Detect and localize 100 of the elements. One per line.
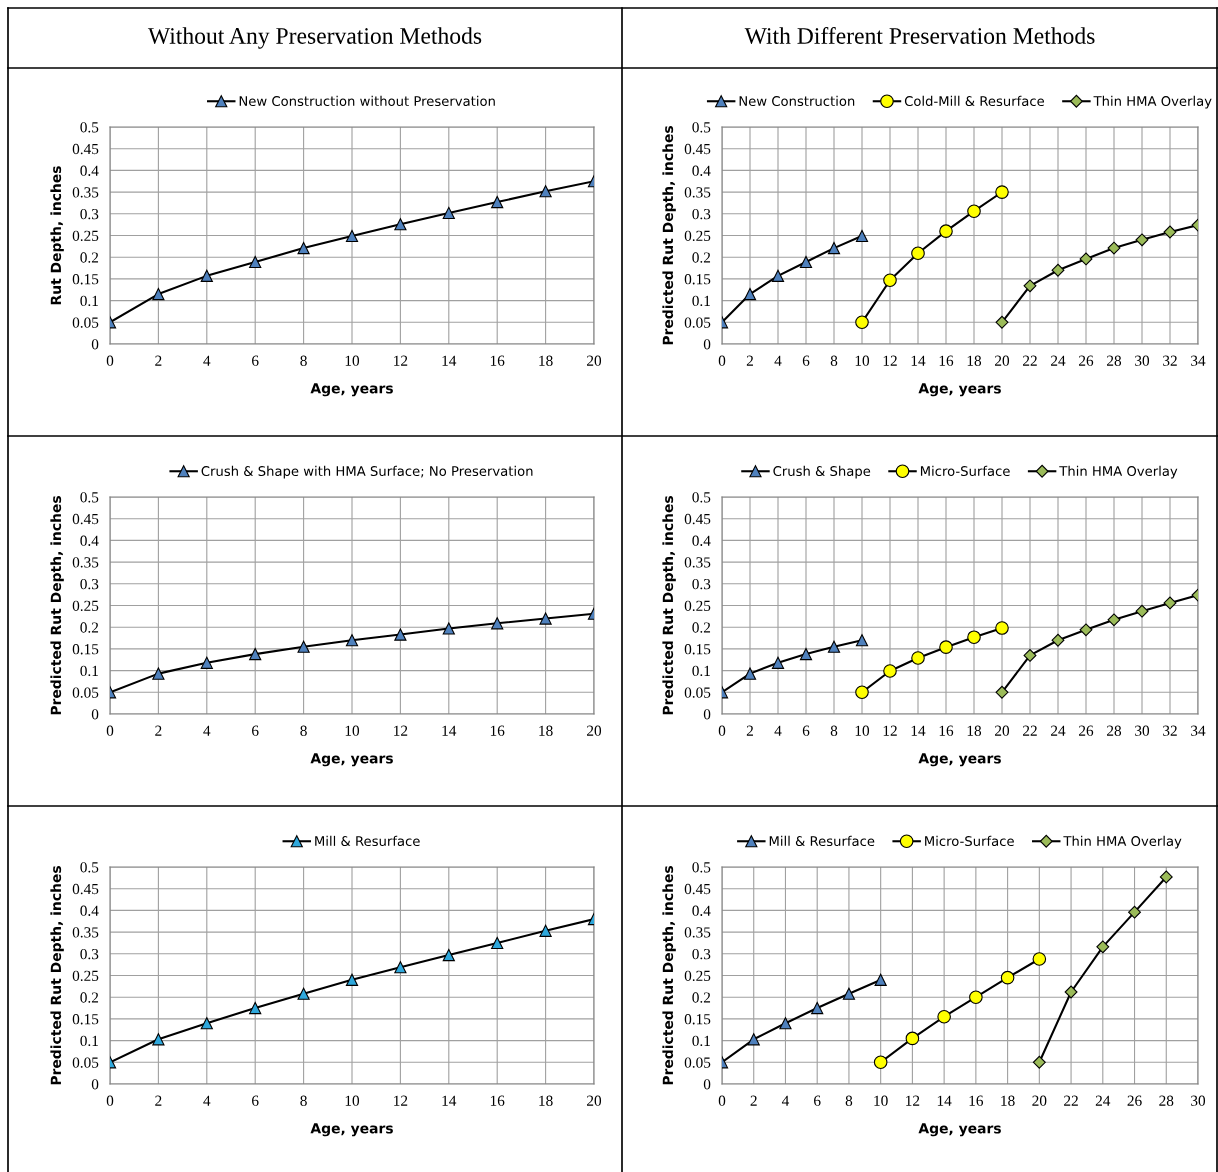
x-tick-label: 28 (1107, 725, 1122, 736)
legend-label: Micro-Surface (925, 835, 1014, 847)
point (743, 287, 757, 301)
point (779, 1017, 792, 1030)
x-tick-label: 4 (203, 1095, 211, 1106)
x-tick-label: 14 (442, 1095, 457, 1106)
y-tick-label: 0.25 (684, 230, 711, 242)
x-tick-label: 30 (1135, 355, 1150, 366)
point (995, 621, 1009, 635)
legend-label: Thin HMA Overlay (1093, 95, 1212, 109)
y-tick-label: 0.15 (684, 274, 711, 285)
x-tick-label: 24 (1051, 725, 1066, 736)
x-tick-label: 4 (203, 355, 211, 366)
x-tick-label: 2 (155, 725, 162, 736)
x-tick-label: 16 (939, 355, 954, 366)
y-tick-label: 0 (91, 1079, 99, 1090)
y-tick-label: 0.2 (80, 252, 99, 263)
point (200, 269, 213, 282)
x-tick-label: 2 (746, 355, 753, 366)
point (394, 961, 407, 974)
point (1023, 648, 1037, 662)
point (855, 229, 869, 243)
x-axis-title: Age, years (918, 753, 1001, 767)
x-tick-label: 12 (883, 355, 897, 366)
x-tick-label: 18 (539, 725, 553, 736)
x-axis-title: Age, years (918, 383, 1001, 397)
y-tick-label: 0.1 (80, 1035, 98, 1047)
point (1159, 870, 1173, 884)
x-tick-label: 10 (855, 725, 870, 736)
point (1032, 1055, 1046, 1069)
point (1079, 623, 1093, 637)
x-tick-label: 34 (1191, 355, 1206, 366)
x-tick-label: 22 (1064, 1095, 1078, 1106)
y-tick-label: 0.45 (684, 513, 711, 525)
y-tick-label: 0.2 (80, 622, 99, 633)
y-tick-label: 0.3 (692, 208, 711, 220)
x-tick-label: 2 (750, 1095, 757, 1106)
y-tick-label: 0.4 (692, 535, 711, 546)
x-tick-label: 26 (1079, 725, 1094, 736)
chart-title: With Different Preservation Methods (744, 27, 1095, 45)
y-tick-label: 0.3 (80, 578, 99, 590)
x-tick-label: 20 (995, 355, 1010, 366)
x-tick-label: 6 (252, 725, 259, 736)
y-tick-label: 0.3 (80, 948, 99, 960)
y-tick-label: 0.35 (684, 927, 711, 938)
point (152, 667, 165, 680)
point (152, 1033, 165, 1046)
point (842, 987, 856, 1000)
point (937, 1009, 951, 1024)
point (249, 647, 262, 661)
x-tick-label: 14 (442, 355, 457, 366)
y-tick-label: 0 (91, 709, 99, 720)
point (1000, 970, 1015, 985)
x-tick-label: 2 (155, 1095, 162, 1106)
x-tick-label: 8 (300, 725, 307, 736)
legend-label: New Construction (739, 95, 855, 107)
point (911, 246, 925, 261)
y-tick-label: 0.45 (72, 513, 99, 525)
y-tick-label: 0.35 (72, 187, 99, 198)
point (249, 1001, 262, 1015)
x-tick-label: 30 (1135, 725, 1150, 736)
point (874, 973, 887, 986)
y-tick-label: 0.25 (72, 970, 99, 982)
point (1135, 604, 1149, 618)
x-tick-label: 26 (1079, 355, 1094, 366)
x-tick-label: 6 (252, 1095, 259, 1106)
point (1107, 241, 1121, 255)
x-tick-label: 20 (587, 1095, 602, 1106)
y-tick-label: 0 (703, 339, 711, 350)
y-tick-label: 0.25 (684, 970, 711, 982)
x-tick-label: 12 (394, 1095, 408, 1106)
legend-label: Crush & Shape with HMA Surface; No Preservation (201, 465, 533, 479)
y-tick-label: 0.45 (684, 883, 711, 895)
point (939, 224, 953, 238)
x-tick-label: 14 (442, 725, 457, 736)
y-tick-label: 0.05 (72, 1057, 99, 1068)
point (743, 667, 757, 680)
x-tick-label: 24 (1051, 355, 1066, 366)
legend-label: Mill & Resurface (315, 835, 420, 847)
point (1032, 952, 1047, 966)
x-tick-label: 8 (830, 725, 838, 736)
point (1064, 985, 1078, 999)
point (152, 287, 165, 301)
x-tick-label: 10 (855, 355, 870, 366)
chart-title: Without Any Preservation Methods (147, 27, 482, 49)
point (200, 656, 213, 669)
x-tick-label: 18 (967, 355, 982, 366)
y-tick-label: 0.05 (684, 1057, 711, 1068)
y-tick-label: 0.15 (684, 1014, 711, 1025)
x-tick-label: 0 (106, 355, 114, 366)
y-tick-label: 0.2 (692, 252, 711, 263)
legend-label: Thin HMA Overlay (1059, 465, 1178, 479)
point (249, 255, 262, 269)
point (442, 948, 455, 962)
legend-label: Micro-Surface (920, 465, 1010, 477)
x-tick-label: 0 (718, 725, 726, 736)
y-tick-label: 0.05 (684, 317, 711, 328)
x-tick-label: 18 (1001, 1095, 1015, 1106)
point (995, 315, 1009, 329)
x-tick-label: 4 (774, 725, 782, 736)
